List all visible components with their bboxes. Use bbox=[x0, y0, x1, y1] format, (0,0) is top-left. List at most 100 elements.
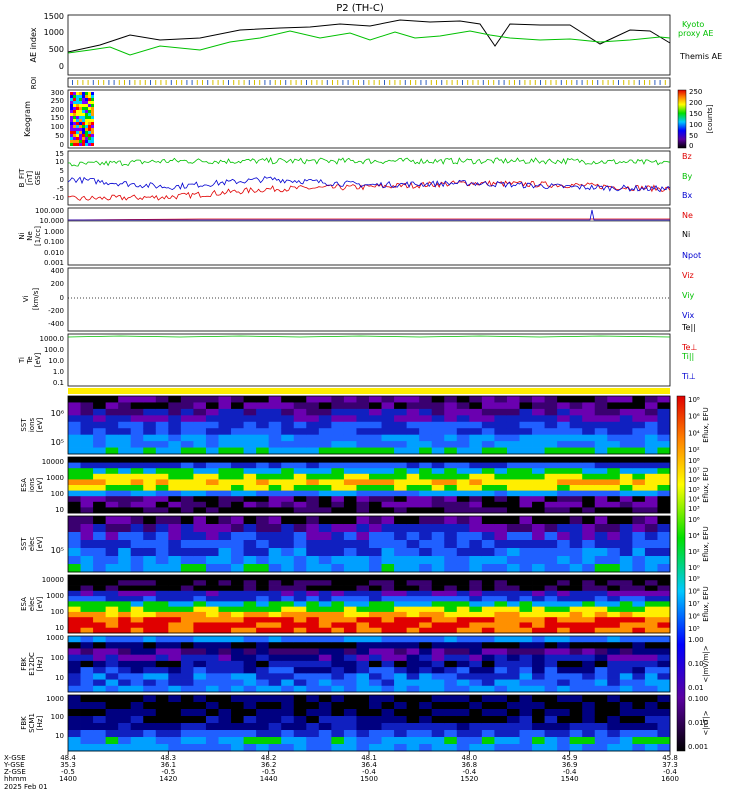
spectrogram-cell bbox=[481, 590, 495, 597]
spectrogram-cell bbox=[293, 648, 307, 656]
keogram-cell bbox=[88, 110, 91, 113]
spectrogram-cell bbox=[444, 516, 458, 525]
spectrogram-cell bbox=[356, 673, 370, 680]
roi-mark bbox=[540, 80, 541, 85]
spectrogram-cell bbox=[180, 490, 194, 497]
spectrogram-cell bbox=[343, 709, 357, 717]
spectrogram-cell bbox=[582, 695, 596, 703]
spectrogram-cell bbox=[406, 532, 420, 541]
spectrogram-cell bbox=[281, 402, 295, 410]
roi-mark bbox=[108, 80, 110, 85]
spectrogram-cell bbox=[532, 516, 545, 525]
spectrogram-cell bbox=[243, 575, 257, 581]
spectrogram-cell bbox=[607, 601, 621, 608]
keogram-cell bbox=[79, 122, 82, 125]
x-tick-label: 45.8 bbox=[662, 754, 678, 762]
spectrogram-cell bbox=[419, 457, 433, 463]
spectrogram-cell bbox=[231, 479, 244, 486]
spectrogram-cell bbox=[494, 585, 508, 592]
spectrogram-cell bbox=[406, 457, 420, 463]
spectrogram-cell bbox=[369, 564, 382, 573]
spectrogram-cell bbox=[657, 575, 671, 581]
spectrogram-cell bbox=[205, 617, 219, 623]
spectrogram-cell bbox=[80, 532, 94, 541]
spectrogram-cell bbox=[544, 485, 558, 491]
spectrogram-cell bbox=[369, 507, 382, 514]
spectrogram-cell bbox=[193, 479, 207, 486]
esa-elec-ytick: 10 bbox=[55, 624, 64, 632]
spectrogram-cell bbox=[155, 524, 169, 533]
spectrogram-cell bbox=[218, 695, 232, 703]
spectrogram-cell bbox=[268, 667, 282, 674]
spectrogram-cell bbox=[632, 473, 646, 480]
spectrogram-cell bbox=[544, 716, 558, 724]
spectrogram-cell bbox=[369, 660, 382, 668]
spectrogram-cell bbox=[657, 441, 671, 448]
spectrogram-cell bbox=[532, 737, 545, 745]
spectrogram-cell bbox=[644, 654, 658, 662]
fbk-b-ylabel: FBK bbox=[20, 716, 28, 730]
spectrogram-cell bbox=[80, 580, 94, 586]
spectrogram-cell bbox=[506, 421, 520, 429]
keogram-cell bbox=[76, 143, 79, 146]
spectrogram-cell bbox=[544, 540, 558, 549]
spectrogram-cell bbox=[93, 441, 107, 448]
spectrogram-cell bbox=[231, 580, 244, 586]
spectrogram-cell bbox=[582, 667, 596, 674]
spectrogram-cell bbox=[431, 457, 445, 463]
spectrogram-cell bbox=[569, 575, 583, 581]
spectrogram-cell bbox=[243, 580, 257, 586]
spectrogram-cell bbox=[93, 627, 107, 634]
roi-mark bbox=[560, 80, 562, 85]
spectrogram-cell bbox=[256, 575, 270, 581]
spectrogram-cell bbox=[519, 428, 533, 436]
spectrogram-cell bbox=[582, 673, 596, 680]
spectrogram-cell bbox=[569, 540, 583, 549]
spectrogram-cell bbox=[494, 611, 508, 618]
spectrogram-cell bbox=[256, 611, 270, 618]
spectrogram-cell bbox=[93, 667, 107, 674]
spectrogram-cell bbox=[419, 590, 433, 597]
spectrogram-cell bbox=[193, 648, 207, 656]
spectrogram-cell bbox=[532, 716, 545, 724]
spectrogram-cell bbox=[569, 496, 583, 503]
spectrogram-cell bbox=[218, 723, 232, 731]
spectrogram-cell bbox=[369, 679, 382, 687]
spectrogram-cell bbox=[331, 654, 345, 662]
spectrogram-cell bbox=[444, 575, 458, 581]
spectrogram-cell bbox=[268, 642, 282, 649]
spectrogram-cell bbox=[193, 490, 207, 497]
spectrogram-cell bbox=[80, 636, 94, 643]
spectrogram-cell bbox=[594, 462, 608, 469]
keogram-cell bbox=[85, 128, 88, 131]
spectrogram-cell bbox=[419, 496, 433, 503]
spectrogram-cell bbox=[557, 667, 571, 674]
roi-mark bbox=[415, 80, 417, 85]
spectrogram-cell bbox=[557, 447, 571, 455]
spectrogram-cell bbox=[80, 622, 94, 629]
spectrogram-cell bbox=[318, 434, 332, 442]
spectrogram-cell bbox=[456, 479, 470, 486]
spectrogram-cell bbox=[494, 485, 508, 491]
spectrogram-cell bbox=[619, 654, 633, 662]
spectrogram-cell bbox=[406, 673, 420, 680]
spectrogram-cell bbox=[93, 575, 107, 581]
spectrogram-cell bbox=[168, 496, 182, 503]
spectrogram-cell bbox=[180, 627, 194, 634]
spectrogram-cell bbox=[93, 673, 107, 680]
spectrogram-cell bbox=[469, 473, 483, 480]
spectrogram-cell bbox=[582, 716, 596, 724]
spectrogram-cell bbox=[118, 575, 132, 581]
spectrogram-cell bbox=[143, 585, 157, 592]
spectrogram-cell bbox=[256, 685, 270, 693]
spectrogram-cell bbox=[93, 654, 107, 662]
spectrogram-cell bbox=[444, 490, 458, 497]
spectrogram-cell bbox=[544, 730, 558, 738]
x-tick-label: 48.0 bbox=[462, 754, 478, 762]
spectrogram-cell bbox=[180, 473, 194, 480]
fbk-e-ylabel: [Hz] bbox=[36, 657, 44, 672]
spectrogram-cell bbox=[306, 408, 320, 416]
spectrogram-cell bbox=[281, 596, 295, 602]
spectrogram-cell bbox=[444, 636, 458, 643]
spectrogram-cell bbox=[544, 421, 558, 429]
